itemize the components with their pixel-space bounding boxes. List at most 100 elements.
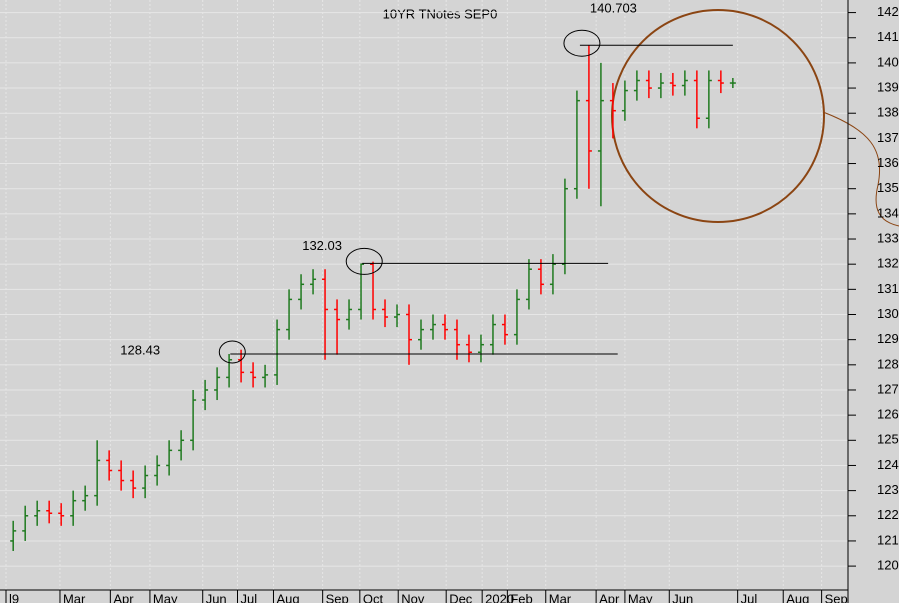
y-tick-label: 124	[877, 457, 899, 472]
level-label: 140.703	[590, 1, 637, 16]
ohlc-bar	[106, 450, 113, 481]
ohlc-bar	[286, 289, 293, 340]
x-tick-label: Aug	[276, 591, 299, 603]
level-circle	[218, 340, 246, 364]
ohlc-bar	[394, 304, 401, 328]
x-tick-label: Jul	[741, 591, 758, 603]
ohlc-bar	[573, 90, 580, 199]
x-tick-label: Mar	[549, 591, 572, 603]
ohlc-bar	[717, 70, 724, 94]
x-tick-label: Feb	[510, 591, 532, 603]
x-tick-label: May	[628, 591, 653, 603]
x-tick-label: Nov	[401, 591, 425, 603]
level-circle	[345, 247, 383, 275]
y-tick-label: 122	[877, 507, 899, 522]
ohlc-bar	[609, 83, 616, 139]
highlight-curve	[822, 111, 899, 227]
ohlc-bar	[94, 440, 101, 506]
y-tick-label: 142	[877, 4, 899, 19]
y-tick-label: 120	[877, 558, 899, 573]
y-tick-label: 121	[877, 532, 899, 547]
ohlc-bar	[214, 367, 221, 401]
y-tick-label: 134	[877, 205, 899, 220]
x-tick-label: l9	[9, 591, 19, 603]
y-tick-label: 136	[877, 155, 899, 170]
y-tick-label: 137	[877, 130, 899, 145]
ohlc-bar	[334, 299, 341, 355]
ohlc-bar	[46, 500, 53, 524]
ohlc-bar	[322, 269, 329, 360]
ohlc-bar	[274, 319, 281, 385]
ohlc-bar	[693, 70, 700, 129]
ohlc-bar	[633, 70, 640, 101]
level-label: 128.43	[120, 342, 160, 357]
ohlc-bar	[262, 364, 269, 388]
x-tick-label: Oct	[363, 591, 384, 603]
ohlc-bar	[657, 72, 664, 99]
y-tick-label: 128	[877, 356, 899, 371]
x-tick-label: Jul	[240, 591, 257, 603]
ohlc-bar	[441, 314, 448, 340]
x-tick-label: Mar	[63, 591, 86, 603]
level-circle	[563, 29, 601, 57]
x-tick-label: Aug	[786, 591, 809, 603]
ohlc-bar	[34, 500, 41, 526]
y-tick-label: 133	[877, 230, 899, 245]
ohlc-bar	[537, 259, 544, 295]
ohlc-bar	[58, 503, 65, 526]
x-tick-label: 2020	[485, 591, 514, 603]
ohlc-bar	[453, 319, 460, 360]
ohlc-bar	[525, 259, 532, 310]
ohlc-bar	[597, 62, 604, 207]
ohlc-bar	[370, 261, 377, 320]
x-tick-label: Jun	[206, 591, 227, 603]
ohlc-bar	[70, 490, 77, 526]
ohlc-bar	[22, 505, 29, 541]
ohlc-bar	[82, 485, 89, 511]
x-tick-label: May	[153, 591, 178, 603]
ohlc-bar	[549, 254, 556, 295]
ohlc-bar	[250, 362, 257, 388]
ohlc-bar	[477, 334, 484, 363]
ohlc-bar	[382, 299, 389, 328]
ohlc-bar	[202, 379, 209, 411]
ohlc-bar	[645, 70, 652, 99]
ohlc-bar	[429, 314, 436, 340]
ohlc-bar	[166, 440, 173, 476]
ohlc-bar	[501, 314, 508, 345]
ohlc-bar	[10, 520, 17, 552]
ohlc-bar	[178, 430, 185, 461]
ohlc-bar	[298, 274, 305, 310]
ohlc-bar	[154, 455, 161, 486]
x-tick-label: Sep	[825, 591, 848, 603]
y-tick-label: 140	[877, 54, 899, 69]
ohlc-bar	[681, 70, 688, 96]
ohlc-bar	[130, 470, 137, 499]
chart-title: 10YR TNotes SEP0	[383, 6, 498, 21]
y-tick-label: 132	[877, 256, 899, 271]
y-tick-label: 131	[877, 281, 899, 296]
x-tick-label: Jun	[672, 591, 693, 603]
y-tick-label: 139	[877, 79, 899, 94]
y-tick-label: 127	[877, 381, 899, 396]
ohlc-bar	[226, 354, 233, 388]
ohlc-bar	[621, 80, 628, 121]
level-label: 132.03	[302, 238, 342, 253]
y-tick-label: 141	[877, 29, 899, 44]
ohlc-bar	[358, 263, 365, 320]
x-tick-label: Apr	[599, 591, 620, 603]
ohlc-bar	[238, 349, 245, 383]
y-tick-label: 126	[877, 407, 899, 422]
y-tick-label: 123	[877, 482, 899, 497]
y-tick-label: 138	[877, 105, 899, 120]
x-tick-label: Dec	[449, 591, 473, 603]
ohlc-bar	[729, 77, 736, 89]
ohlc-bar	[705, 70, 712, 129]
x-tick-label: Sep	[326, 591, 349, 603]
y-tick-label: 135	[877, 180, 899, 195]
y-tick-label: 129	[877, 331, 899, 346]
highlight-circle	[611, 9, 825, 223]
ohlc-bar	[190, 389, 197, 451]
ohlc-bar	[585, 45, 592, 189]
